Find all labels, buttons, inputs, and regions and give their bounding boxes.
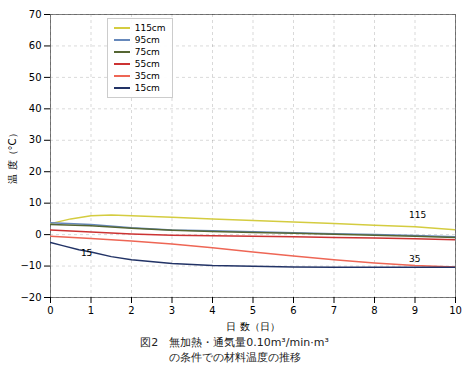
svg-text:−10: −10 [20,260,41,271]
svg-text:7: 7 [331,305,337,316]
html-text:75cm: 75cm [134,47,160,58]
html-text:115cm: 115cm [134,23,166,34]
html-text:図2 無加熱・通気量0.10m³/min·m³: 図2 無加熱・通気量0.10m³/min·m³ [140,336,329,349]
svg-text:10: 10 [29,197,42,208]
svg-text:70: 70 [29,9,42,20]
svg-text:3: 3 [169,305,175,316]
svg-text:50: 50 [29,72,42,83]
html-text:55cm: 55cm [134,59,160,70]
svg-text:6: 6 [290,305,296,316]
svg-text:10: 10 [449,305,462,316]
svg-text:日 数（日）: 日 数（日） [226,321,279,332]
svg-text:1: 1 [88,305,94,316]
html-text:15cm: 15cm [134,83,160,94]
svg-text:2: 2 [128,305,134,316]
svg-text:0: 0 [47,305,53,316]
svg-text:5: 5 [250,305,256,316]
svg-text:温 度（°C）: 温 度（°C） [7,128,18,183]
svg-text:0: 0 [35,229,41,240]
svg-text:20: 20 [29,166,42,177]
svg-text:15: 15 [81,248,92,258]
svg-text:30: 30 [29,134,42,145]
svg-text:60: 60 [29,40,42,51]
svg-text:4: 4 [209,305,215,316]
html-text:95cm: 95cm [134,35,160,46]
svg-text:9: 9 [412,305,418,316]
svg-text:35: 35 [409,254,420,264]
html-text:の条件での材料温度の推移: の条件での材料温度の推移 [168,351,301,364]
svg-text:40: 40 [29,103,42,114]
svg-text:8: 8 [371,305,377,316]
svg-text:115: 115 [409,210,426,220]
svg-text:−20: −20 [20,292,41,303]
html-text:35cm: 35cm [134,71,160,82]
